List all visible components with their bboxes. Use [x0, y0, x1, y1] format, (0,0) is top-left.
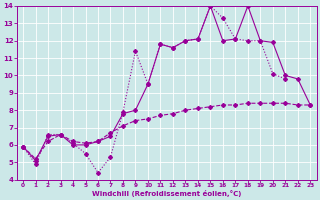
X-axis label: Windchill (Refroidissement éolien,°C): Windchill (Refroidissement éolien,°C): [92, 190, 241, 197]
